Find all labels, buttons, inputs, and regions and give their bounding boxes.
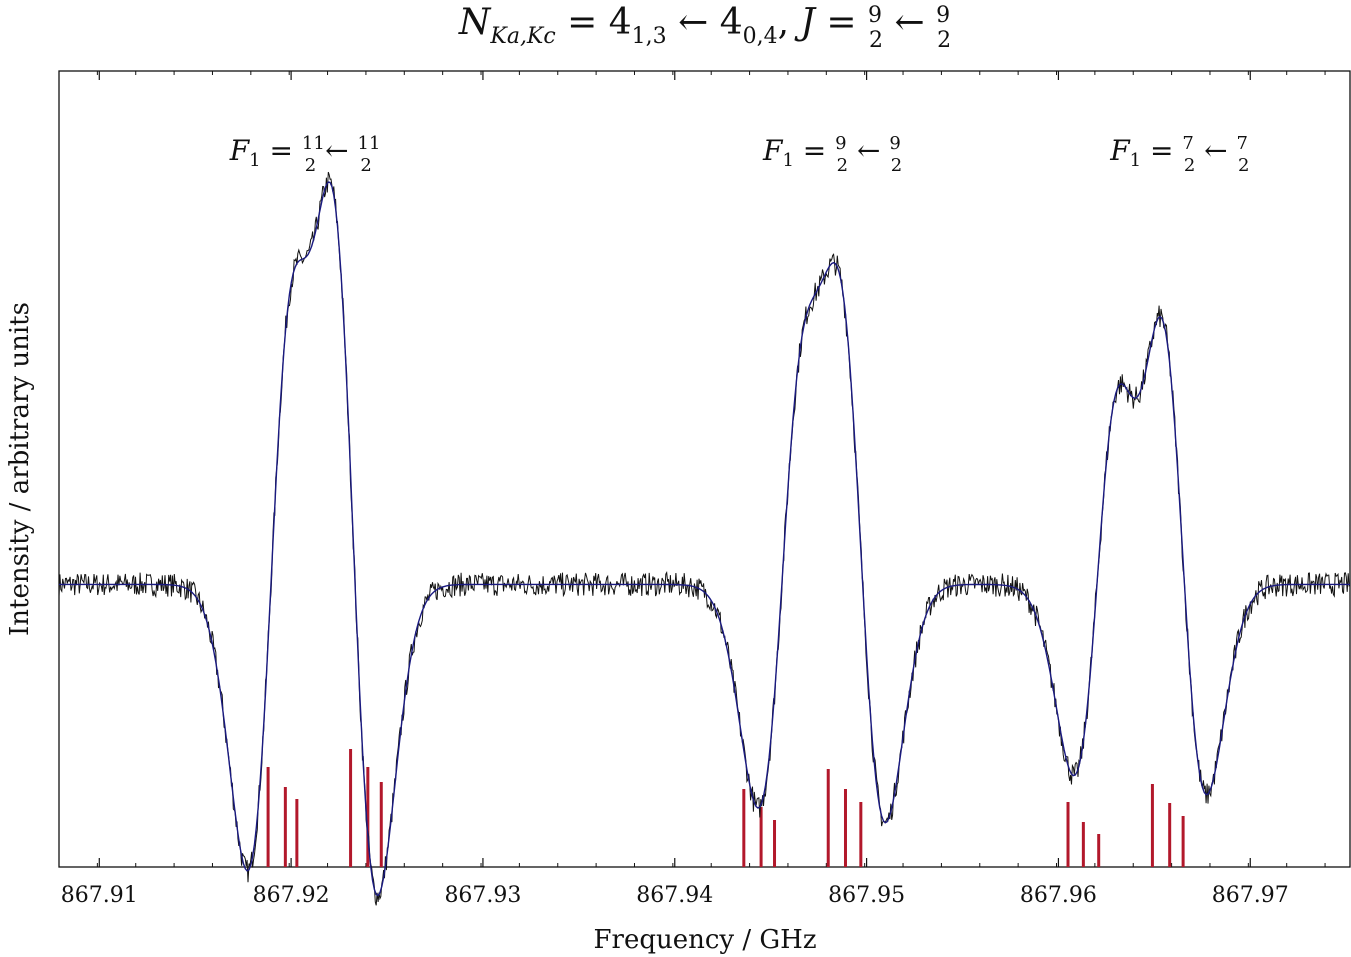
fit-curve	[59, 181, 1350, 897]
f1-annotation: F1 = 11 2 ← 11 2	[229, 133, 381, 176]
x-tick-label: 867.91	[61, 883, 138, 908]
x-tick-label: 867.96	[1020, 883, 1097, 908]
x-tick-label: 867.95	[828, 883, 905, 908]
x-axis: 867.91 867.92 867.93 867.94 867.95 867.96 867.…	[58, 71, 1326, 908]
x-tick-label: 867.94	[636, 883, 713, 908]
x-tick-label: 867.97	[1212, 883, 1289, 908]
x-tick-label: 867.93	[444, 883, 521, 908]
series-layer	[58, 171, 1351, 906]
plot-area	[58, 70, 1351, 868]
measured-trace	[58, 171, 1351, 906]
y-axis-label: Intensity / arbitrary units	[5, 302, 35, 636]
stick-spectrum	[266, 749, 1185, 867]
x-tick-label: 867.92	[253, 883, 330, 908]
x-axis-label: Frequency / GHz	[593, 925, 816, 955]
